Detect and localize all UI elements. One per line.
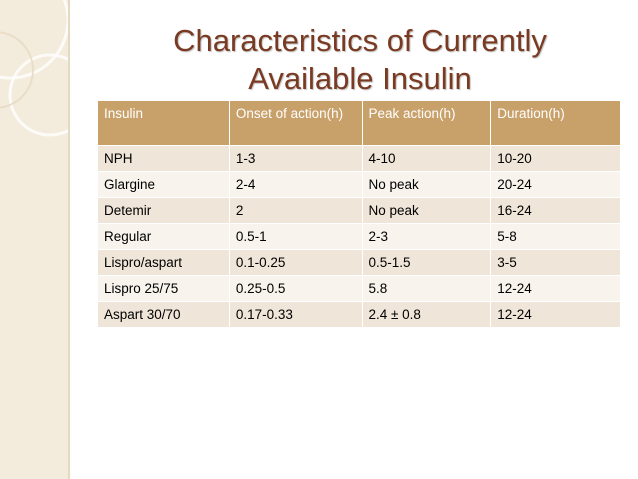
cell-insulin: Regular (97, 223, 230, 250)
cell-peak: 4-10 (361, 145, 492, 172)
table-row: Lispro/aspart 0.1-0.25 0.5-1.5 3-5 (97, 249, 621, 276)
slide-title-line2: Available Insulin (248, 61, 472, 96)
table-row: Detemir 2 No peak 16-24 (97, 197, 621, 224)
cell-peak: No peak (361, 171, 492, 198)
cell-duration: 16-24 (490, 197, 621, 224)
cell-peak: 2-3 (361, 223, 492, 250)
slide-title: Characteristics of Currently Available I… (100, 22, 620, 98)
cell-onset: 0.5-1 (228, 223, 363, 250)
cell-onset: 0.1-0.25 (228, 249, 363, 276)
header-peak: Peak action(h) (361, 100, 492, 146)
cell-insulin: Glargine (97, 171, 230, 198)
cell-onset: 0.25-0.5 (228, 275, 363, 302)
cell-duration: 5-8 (490, 223, 621, 250)
cell-insulin: Lispro 25/75 (97, 275, 230, 302)
cell-insulin: Aspart 30/70 (97, 301, 230, 328)
cell-duration: 12-24 (490, 275, 621, 302)
cell-onset: 2-4 (228, 171, 363, 198)
table-row: Lispro 25/75 0.25-0.5 5.8 12-24 (97, 275, 621, 302)
table-header-row: Insulin Onset of action(h) Peak action(h… (97, 100, 621, 146)
table-row: NPH 1-3 4-10 10-20 (97, 145, 621, 172)
cell-insulin: Lispro/aspart (97, 249, 230, 276)
cell-duration: 20-24 (490, 171, 621, 198)
insulin-characteristics-table: Insulin Onset of action(h) Peak action(h… (97, 100, 621, 328)
table-row: Aspart 30/70 0.17-0.33 2.4 ± 0.8 12-24 (97, 301, 621, 328)
cell-duration: 12-24 (490, 301, 621, 328)
cell-peak: 2.4 ± 0.8 (361, 301, 492, 328)
cell-insulin: Detemir (97, 197, 230, 224)
cell-onset: 1-3 (228, 145, 363, 172)
cell-duration: 3-5 (490, 249, 621, 276)
cell-onset: 0.17-0.33 (228, 301, 363, 328)
cell-insulin: NPH (97, 145, 230, 172)
slide-title-line1: Characteristics of Currently (173, 23, 547, 58)
table-row: Glargine 2-4 No peak 20-24 (97, 171, 621, 198)
decorative-circles (0, 0, 68, 137)
table-row: Regular 0.5-1 2-3 5-8 (97, 223, 621, 250)
header-insulin: Insulin (97, 100, 230, 146)
cell-peak: No peak (361, 197, 492, 224)
header-duration: Duration(h) (490, 100, 621, 146)
cell-peak: 5.8 (361, 275, 492, 302)
cell-onset: 2 (228, 197, 363, 224)
cell-peak: 0.5-1.5 (361, 249, 492, 276)
decorative-side-panel (0, 0, 70, 479)
header-onset: Onset of action(h) (228, 100, 363, 146)
cell-duration: 10-20 (490, 145, 621, 172)
